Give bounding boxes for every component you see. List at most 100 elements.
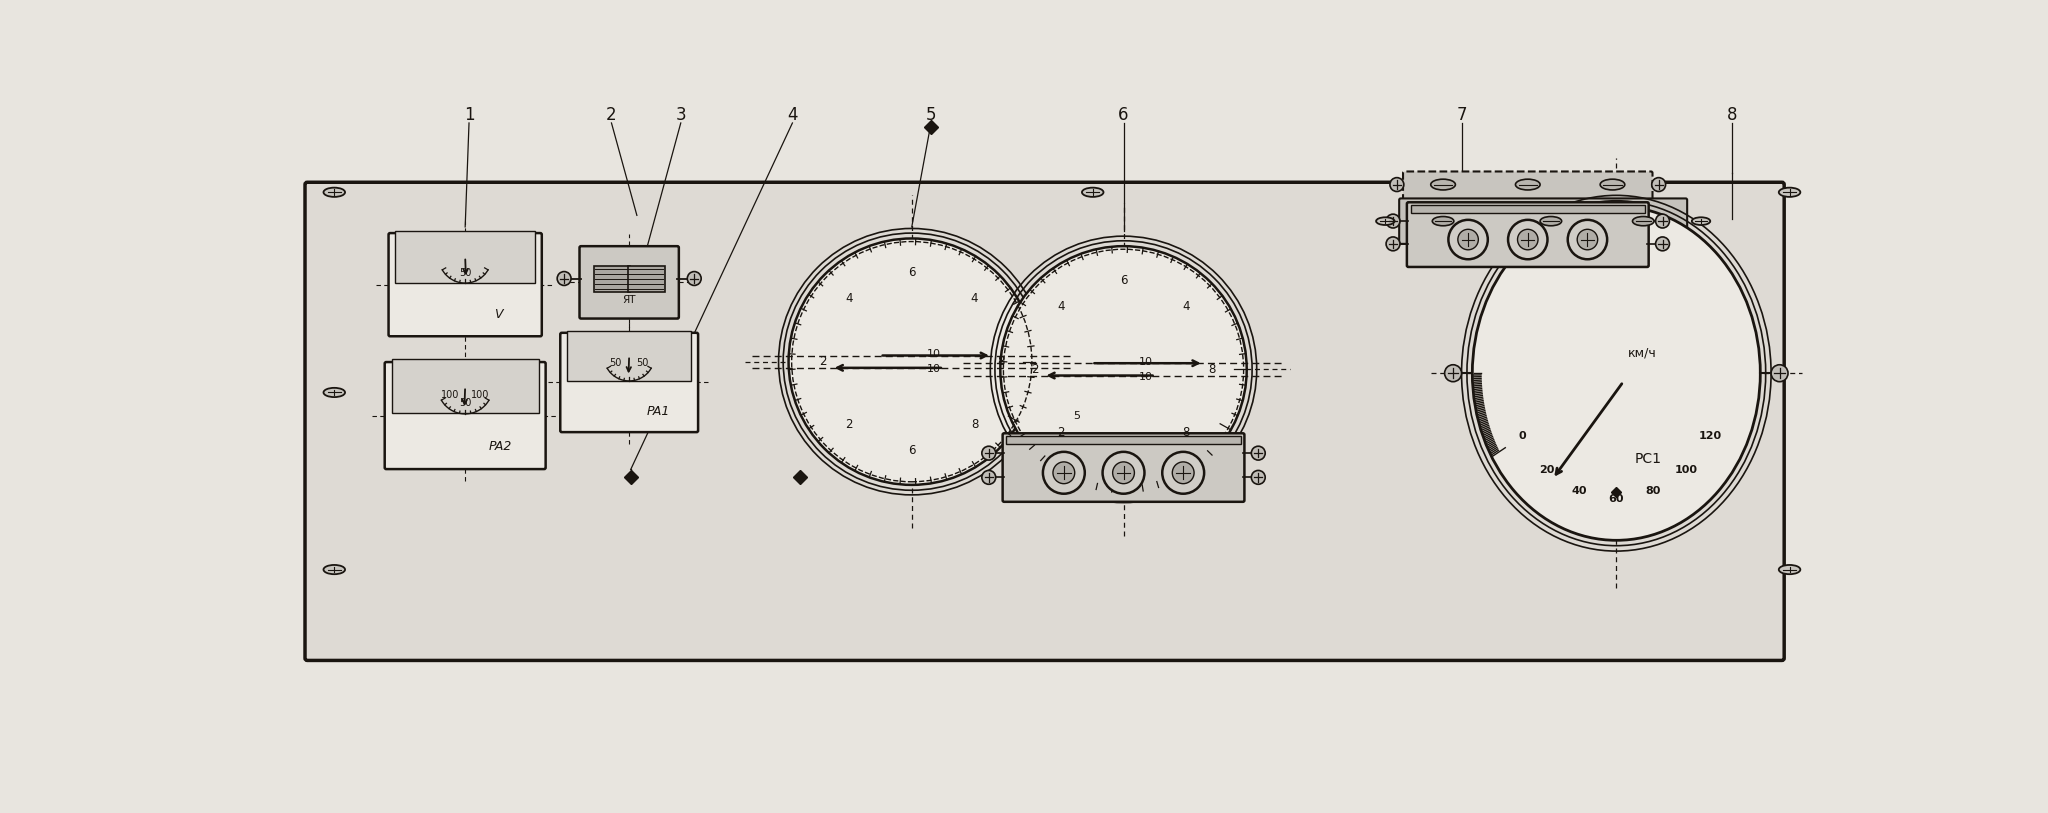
Text: 120: 120: [1698, 431, 1722, 441]
Text: 50: 50: [637, 359, 649, 368]
Bar: [395, 231, 535, 283]
Text: 40: 40: [1571, 486, 1587, 497]
Text: 4: 4: [786, 107, 797, 124]
Ellipse shape: [1780, 188, 1800, 197]
Ellipse shape: [1599, 179, 1624, 190]
Bar: [629, 266, 666, 292]
Text: 5: 5: [926, 107, 936, 124]
Circle shape: [1772, 365, 1788, 381]
Circle shape: [1102, 452, 1145, 493]
Text: 6: 6: [907, 267, 915, 280]
Circle shape: [1458, 229, 1479, 250]
Bar: [567, 331, 690, 380]
Ellipse shape: [1692, 217, 1710, 225]
Ellipse shape: [324, 188, 344, 197]
Circle shape: [1518, 229, 1538, 250]
Text: 6: 6: [1120, 451, 1126, 464]
Text: 50: 50: [459, 398, 471, 408]
FancyBboxPatch shape: [389, 233, 543, 337]
Text: V: V: [494, 308, 502, 321]
FancyBboxPatch shape: [561, 333, 698, 433]
Bar: [594, 266, 631, 292]
Ellipse shape: [1780, 565, 1800, 574]
Text: PC1: PC1: [1634, 452, 1661, 467]
Text: 10: 10: [1139, 372, 1153, 382]
Circle shape: [688, 272, 700, 285]
Circle shape: [1251, 446, 1266, 460]
Ellipse shape: [324, 565, 344, 574]
Circle shape: [1444, 365, 1462, 381]
Circle shape: [1042, 452, 1085, 493]
Text: 4: 4: [1057, 300, 1065, 313]
Circle shape: [1653, 177, 1665, 192]
Ellipse shape: [324, 388, 344, 397]
Circle shape: [981, 446, 995, 460]
Text: 7: 7: [1456, 107, 1468, 124]
FancyBboxPatch shape: [1407, 202, 1649, 267]
FancyBboxPatch shape: [1403, 172, 1653, 206]
Ellipse shape: [788, 238, 1034, 485]
Text: 1: 1: [463, 107, 475, 124]
Circle shape: [1577, 229, 1597, 250]
Text: 8: 8: [1208, 363, 1217, 376]
Ellipse shape: [1081, 188, 1104, 197]
Text: 100: 100: [1675, 464, 1698, 475]
Text: 2: 2: [1057, 425, 1065, 438]
Text: 4: 4: [971, 293, 979, 306]
Text: 50: 50: [610, 359, 623, 368]
Circle shape: [1391, 177, 1403, 192]
FancyBboxPatch shape: [1004, 433, 1245, 502]
Text: 10: 10: [928, 349, 940, 359]
Ellipse shape: [1376, 217, 1395, 225]
Ellipse shape: [1432, 179, 1456, 190]
Text: 80: 80: [1647, 486, 1661, 497]
Ellipse shape: [1432, 216, 1454, 226]
Text: 100: 100: [471, 390, 489, 400]
Ellipse shape: [999, 246, 1247, 493]
Circle shape: [981, 471, 995, 485]
Circle shape: [1507, 220, 1548, 259]
Ellipse shape: [1473, 207, 1761, 541]
Circle shape: [1053, 462, 1075, 484]
Circle shape: [1163, 452, 1204, 493]
Circle shape: [557, 272, 571, 285]
Circle shape: [1655, 214, 1669, 228]
Circle shape: [1171, 462, 1194, 484]
Text: 10: 10: [928, 364, 940, 374]
Text: 2: 2: [1030, 363, 1038, 376]
Text: 3: 3: [676, 107, 686, 124]
Text: 2: 2: [606, 107, 616, 124]
Text: 8: 8: [997, 355, 1004, 368]
Circle shape: [1251, 471, 1266, 485]
Bar: [1006, 437, 1241, 444]
Circle shape: [1567, 220, 1608, 259]
Text: 10: 10: [1139, 357, 1153, 367]
FancyBboxPatch shape: [580, 246, 678, 319]
Text: 6: 6: [1120, 274, 1126, 287]
Text: 100: 100: [440, 390, 459, 400]
Text: 8: 8: [1726, 107, 1737, 124]
Text: 20: 20: [1538, 464, 1554, 475]
Text: 4: 4: [846, 293, 852, 306]
FancyBboxPatch shape: [385, 362, 545, 469]
Bar: [391, 359, 539, 414]
Bar: [1411, 206, 1645, 213]
Circle shape: [1655, 237, 1669, 250]
FancyBboxPatch shape: [1399, 198, 1688, 244]
Text: 8: 8: [971, 418, 979, 431]
Text: PA1: PA1: [647, 405, 670, 418]
Circle shape: [1448, 220, 1487, 259]
Text: 4: 4: [1182, 300, 1190, 313]
Text: км/ч: км/ч: [1628, 347, 1657, 360]
Text: 5: 5: [1073, 411, 1079, 421]
Ellipse shape: [1540, 216, 1563, 226]
Text: 8: 8: [1182, 425, 1190, 438]
Text: 2: 2: [846, 418, 852, 431]
Text: ЯТ: ЯТ: [623, 294, 637, 305]
Text: 2: 2: [819, 355, 827, 368]
Circle shape: [1112, 462, 1135, 484]
Text: 6: 6: [907, 444, 915, 457]
Text: 50: 50: [459, 268, 471, 278]
Text: 60: 60: [1608, 494, 1624, 504]
Text: PA2: PA2: [487, 441, 512, 454]
